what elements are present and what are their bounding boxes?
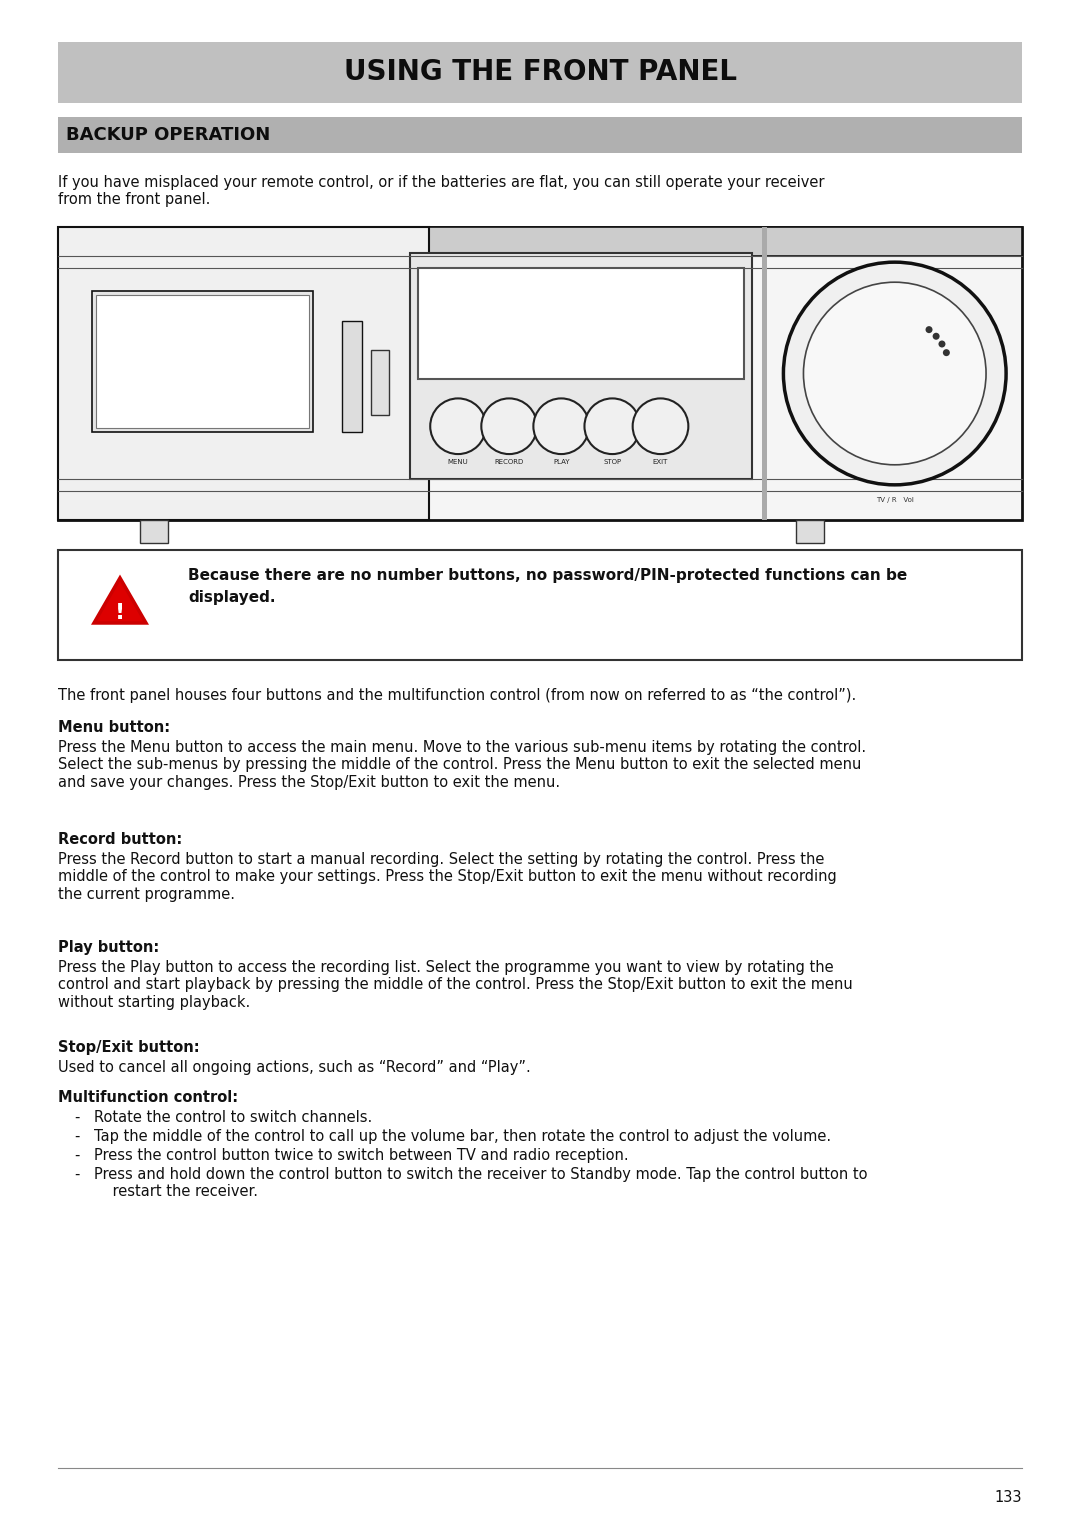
- Text: EXIT: EXIT: [652, 459, 669, 465]
- Text: Multifunction control:: Multifunction control:: [58, 1090, 238, 1105]
- Circle shape: [584, 398, 640, 454]
- Text: -: -: [75, 1148, 79, 1163]
- Text: TV / R   Vol: TV / R Vol: [876, 497, 914, 503]
- Text: Record button:: Record button:: [58, 832, 183, 847]
- Text: Press the Play button to access the recording list. Select the programme you wan: Press the Play button to access the reco…: [58, 960, 853, 1010]
- Text: Play button:: Play button:: [58, 940, 159, 956]
- Circle shape: [482, 398, 537, 454]
- Text: Press the control button twice to switch between TV and radio reception.: Press the control button twice to switch…: [94, 1148, 629, 1163]
- Circle shape: [633, 398, 688, 454]
- Bar: [418, 268, 744, 379]
- Bar: [96, 296, 310, 428]
- Circle shape: [534, 398, 589, 454]
- Text: !: !: [114, 604, 125, 623]
- Text: Stop/Exit button:: Stop/Exit button:: [58, 1039, 200, 1055]
- Text: Used to cancel all ongoing actions, such as “Record” and “Play”.: Used to cancel all ongoing actions, such…: [58, 1061, 530, 1074]
- Bar: [761, 227, 767, 520]
- Bar: [342, 320, 362, 433]
- Circle shape: [783, 262, 1007, 485]
- Text: Rotate the control to switch channels.: Rotate the control to switch channels.: [94, 1109, 373, 1125]
- Text: Because there are no number buttons, no password/PIN-protected functions can be: Because there are no number buttons, no …: [188, 568, 907, 584]
- Text: 133: 133: [995, 1490, 1022, 1506]
- Circle shape: [804, 282, 986, 465]
- Text: PLAY: PLAY: [553, 459, 569, 465]
- Polygon shape: [94, 578, 146, 623]
- Circle shape: [926, 326, 932, 334]
- Circle shape: [943, 349, 950, 357]
- Text: MENU: MENU: [448, 459, 469, 465]
- Text: The front panel houses four buttons and the multifunction control (from now on r: The front panel houses four buttons and …: [58, 687, 856, 703]
- Circle shape: [430, 398, 486, 454]
- Bar: [58, 117, 1022, 152]
- Bar: [372, 351, 389, 415]
- Text: If you have misplaced your remote control, or if the batteries are flat, you can: If you have misplaced your remote contro…: [58, 175, 824, 207]
- Text: -: -: [75, 1167, 79, 1183]
- Text: RECORD: RECORD: [495, 459, 524, 465]
- Bar: [58, 227, 1022, 256]
- Circle shape: [939, 340, 945, 347]
- Text: STOP: STOP: [604, 459, 621, 465]
- Bar: [410, 253, 752, 479]
- Text: USING THE FRONT PANEL: USING THE FRONT PANEL: [343, 58, 737, 87]
- Bar: [58, 550, 1022, 660]
- Bar: [58, 227, 429, 520]
- Bar: [92, 291, 313, 433]
- Bar: [140, 520, 168, 544]
- Text: BACKUP OPERATION: BACKUP OPERATION: [66, 126, 270, 143]
- Text: -: -: [75, 1129, 79, 1145]
- Bar: [58, 43, 1022, 104]
- Text: -: -: [75, 1109, 79, 1125]
- Text: Press and hold down the control button to switch the receiver to Standby mode. T: Press and hold down the control button t…: [94, 1167, 867, 1199]
- Text: Press the Menu button to access the main menu. Move to the various sub-menu item: Press the Menu button to access the main…: [58, 741, 866, 789]
- Bar: [58, 227, 1022, 520]
- Text: Press the Record button to start a manual recording. Select the setting by rotat: Press the Record button to start a manua…: [58, 852, 837, 902]
- Text: Tap the middle of the control to call up the volume bar, then rotate the control: Tap the middle of the control to call up…: [94, 1129, 832, 1145]
- Bar: [796, 520, 824, 544]
- Circle shape: [933, 332, 940, 340]
- Text: displayed.: displayed.: [188, 590, 275, 605]
- Text: Menu button:: Menu button:: [58, 719, 171, 735]
